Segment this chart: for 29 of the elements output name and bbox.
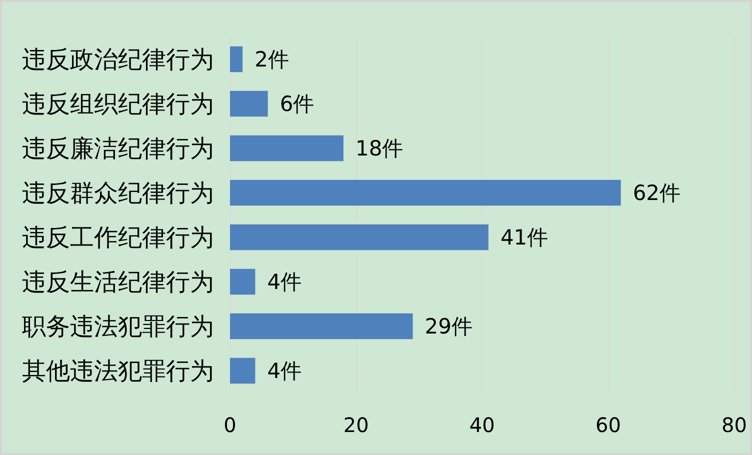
y-tick-label: 违反生活纪律行为	[22, 268, 214, 296]
y-tick-label: 违反政治纪律行为	[22, 45, 214, 74]
y-tick-label: 违反工作纪律行为	[22, 223, 214, 252]
x-tick-label: 0	[224, 413, 236, 437]
data-label: 6件	[280, 92, 314, 116]
y-tick-label: 职务违法犯罪行为	[22, 312, 214, 340]
x-tick-label: 20	[343, 413, 369, 437]
data-label: 4件	[267, 358, 302, 383]
data-label: 62件	[632, 180, 681, 205]
y-tick-label: 违反群众纪律行为	[22, 178, 214, 207]
bar	[230, 268, 256, 295]
bar	[230, 135, 344, 162]
bar	[230, 313, 413, 340]
x-tick-label: 60	[595, 413, 621, 437]
y-tick-label: 违反廉洁纪律行为	[22, 134, 214, 162]
bar	[230, 224, 488, 250]
data-label: 2件	[254, 47, 289, 72]
data-label: 4件	[267, 270, 302, 294]
bar	[230, 180, 621, 206]
bar	[230, 90, 268, 117]
data-label: 18件	[355, 136, 404, 160]
x-tick-label: 80	[722, 413, 747, 437]
data-label: 41件	[500, 225, 548, 250]
bar	[230, 46, 243, 72]
y-tick-label: 其他违法犯罪行为	[22, 356, 214, 385]
bar	[230, 358, 256, 384]
data-label: 29件	[424, 314, 473, 338]
x-tick-label: 40	[469, 413, 495, 437]
y-tick-label: 违反组织纪律行为	[22, 90, 214, 118]
